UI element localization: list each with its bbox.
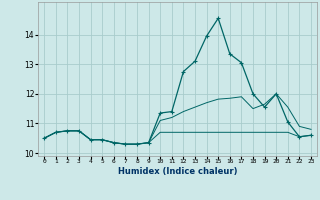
- X-axis label: Humidex (Indice chaleur): Humidex (Indice chaleur): [118, 167, 237, 176]
